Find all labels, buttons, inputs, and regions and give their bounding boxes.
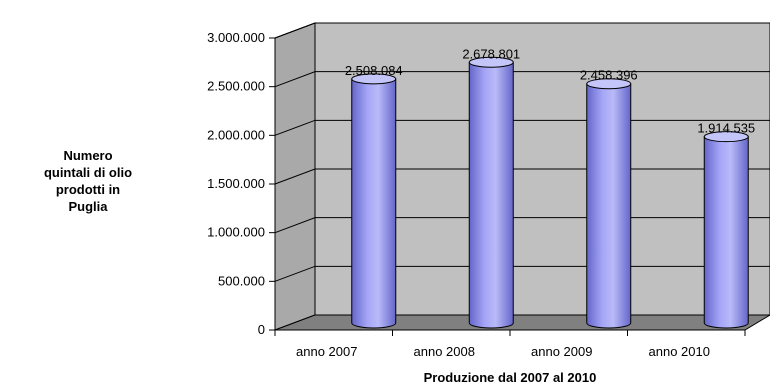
y-tick-label: 1.000.000	[207, 225, 265, 240]
y-tick-label: 500.000	[218, 273, 265, 288]
bar	[586, 78, 632, 329]
data-label: 1.914.535	[697, 121, 755, 136]
x-axis-title: Produzione dal 2007 al 2010	[424, 370, 597, 385]
bar-body	[586, 83, 632, 329]
bar-body	[468, 61, 514, 329]
y-tick-label: 2.500.000	[207, 79, 265, 94]
y-axis-title-line: quintali di olio	[44, 165, 132, 180]
bar-top	[468, 56, 514, 68]
y-tick-label: 3.000.000	[207, 30, 265, 45]
data-label: 2.508.084	[345, 63, 403, 78]
gridline	[274, 71, 770, 88]
bar	[468, 56, 514, 329]
chart-floor	[274, 314, 770, 331]
bar-body	[351, 78, 397, 329]
data-label: 2.458.396	[580, 68, 638, 83]
data-label: 2.678.801	[462, 46, 520, 61]
x-tick-label: anno 2009	[531, 344, 592, 359]
bar-top	[586, 78, 632, 90]
y-axis-title-line: Numero	[63, 148, 112, 163]
x-tick-label: anno 2008	[414, 344, 475, 359]
x-tick-label: anno 2010	[649, 344, 710, 359]
gridline	[274, 22, 770, 39]
bar-top	[351, 73, 397, 85]
y-axis-title-line: prodotti in	[56, 182, 120, 197]
bar	[351, 73, 397, 329]
y-axis-title: Numero quintali di olio prodotti in Puglia	[44, 148, 132, 214]
bar-top	[703, 131, 749, 143]
bar	[703, 131, 749, 329]
y-tick-label: 1.500.000	[207, 176, 265, 191]
y-tick-label: 2.000.000	[207, 127, 265, 142]
y-tick-label: 0	[258, 322, 265, 337]
x-tick-label: anno 2007	[296, 344, 357, 359]
bar-body	[703, 136, 749, 329]
y-axis-title-line: Puglia	[68, 199, 108, 214]
